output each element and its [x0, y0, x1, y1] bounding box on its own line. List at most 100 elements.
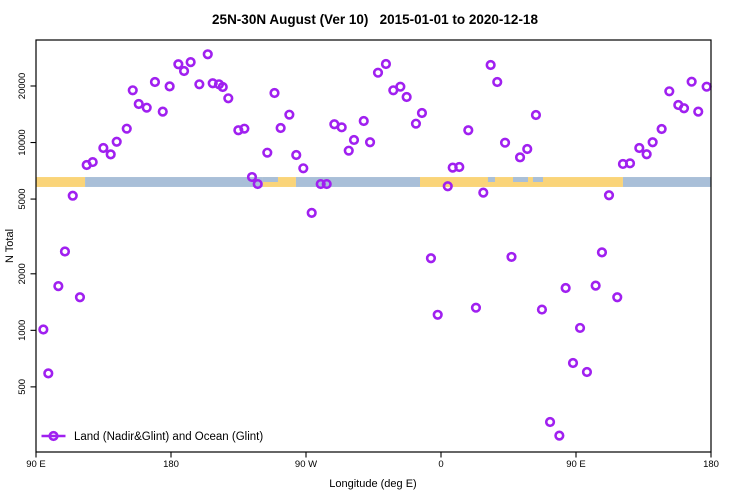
legend: Land (Nadir&Glint) and Ocean (Glint): [41, 430, 263, 443]
data-point: [560, 282, 571, 294]
data-point: [506, 251, 517, 263]
x-tick-label: 180: [703, 459, 719, 470]
data-point: [664, 86, 675, 97]
data-point: [425, 253, 437, 264]
data-point: [121, 123, 132, 134]
y-axis-label: N Total: [4, 229, 16, 263]
data-point: [252, 178, 263, 190]
land-ocean-band: [36, 177, 711, 187]
data-point: [701, 81, 712, 92]
data-point: [321, 178, 332, 190]
data-point: [380, 58, 392, 70]
y-tick-label: 5000: [17, 188, 28, 209]
x-axis-label: Longitude (deg E): [329, 478, 416, 490]
data-point: [634, 142, 645, 154]
band-segment-ocean: [295, 177, 420, 187]
data-point: [275, 122, 286, 134]
data-point: [141, 102, 152, 113]
data-point: [358, 115, 369, 127]
data-point: [173, 59, 184, 70]
data-point: [596, 247, 608, 258]
data-point: [401, 91, 412, 103]
data-point: [194, 79, 205, 90]
data-point: [581, 366, 593, 378]
y-tick-label: 10000: [17, 129, 28, 155]
x-tick-label: 90 E: [566, 459, 586, 470]
data-point: [678, 103, 690, 114]
data-point: [343, 145, 354, 156]
data-point: [111, 136, 122, 147]
data-point: [364, 137, 376, 148]
band-notch-ocean: [532, 177, 543, 182]
data-point: [105, 149, 116, 160]
data-point: [574, 322, 586, 334]
y-tick-label: 2000: [17, 263, 28, 284]
plot-frame: [35, 39, 712, 453]
data-point: [686, 76, 697, 87]
data-point: [395, 81, 406, 92]
data-point: [656, 123, 667, 135]
data-point: [454, 161, 465, 173]
data-point: [59, 246, 71, 257]
data-point: [306, 207, 317, 218]
data-point: [372, 67, 384, 78]
data-point: [53, 281, 64, 292]
x-tick-label: 90 E: [26, 459, 46, 470]
data-point: [202, 49, 213, 60]
data-points: [38, 49, 712, 441]
data-point: [536, 304, 548, 315]
data-point: [262, 147, 273, 158]
band-segment-ocean: [622, 177, 711, 187]
band-segment-ocean: [85, 177, 263, 187]
legend-label: Land (Nadir&Glint) and Ocean (Glint): [74, 431, 263, 443]
data-point: [641, 149, 652, 160]
data-point: [647, 137, 658, 148]
data-point: [178, 65, 190, 77]
band-segment-land: [36, 177, 86, 187]
data-point: [478, 187, 489, 198]
legend-marker-icon: [48, 430, 59, 442]
data-point: [284, 109, 295, 120]
data-point: [470, 302, 482, 313]
y-tick-label: 20000: [17, 73, 28, 99]
data-point: [223, 93, 234, 104]
data-point: [442, 181, 453, 192]
x-tick-label: 0: [438, 459, 443, 470]
data-point: [291, 149, 302, 161]
data-point: [432, 309, 443, 320]
data-point: [87, 156, 98, 168]
data-point: [127, 85, 138, 96]
data-point: [315, 178, 326, 190]
chart-title: 25N-30N August (Ver 10) 2015-01-01 to 20…: [212, 12, 538, 27]
x-tick-label: 180: [163, 459, 179, 470]
data-point: [164, 81, 175, 92]
data-point: [530, 109, 542, 121]
data-point: [133, 98, 144, 110]
data-point: [43, 368, 54, 379]
data-point: [74, 292, 86, 303]
data-point: [624, 158, 636, 169]
data-point: [239, 123, 250, 134]
band-segment-land: [262, 177, 296, 187]
band-notch-ocean: [262, 177, 278, 182]
data-point: [514, 152, 526, 163]
data-point: [185, 57, 196, 68]
data-point: [217, 81, 228, 93]
data-point: [269, 87, 280, 99]
band-notch-ocean: [513, 177, 528, 182]
data-point: [492, 76, 503, 88]
data-point: [416, 107, 428, 119]
data-point: [612, 292, 623, 303]
data-point: [98, 142, 109, 154]
y-tick-label: 1000: [17, 320, 28, 341]
data-point: [410, 118, 422, 129]
data-point: [298, 163, 309, 174]
data-point: [67, 190, 78, 201]
data-point: [157, 106, 168, 117]
data-point: [485, 59, 496, 71]
data-point: [463, 125, 474, 136]
data-point: [336, 122, 347, 133]
data-point: [567, 357, 579, 369]
